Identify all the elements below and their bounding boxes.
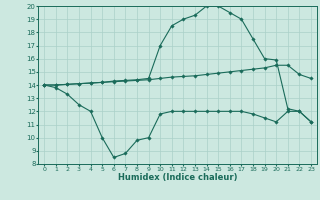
X-axis label: Humidex (Indice chaleur): Humidex (Indice chaleur): [118, 173, 237, 182]
